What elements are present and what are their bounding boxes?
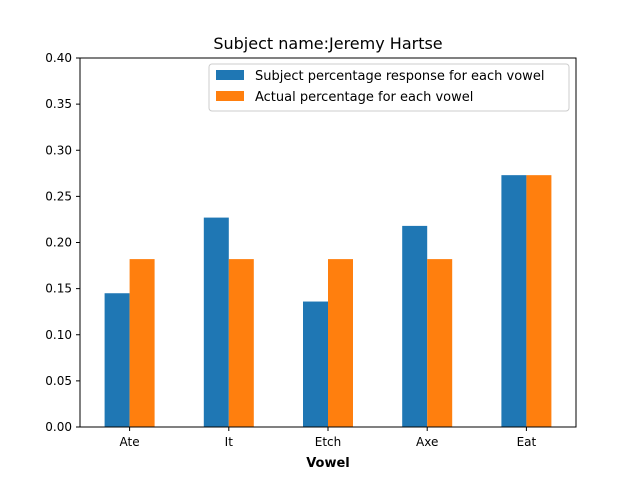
x-tick-label-eat: Eat	[517, 435, 537, 449]
bar-axe-series-1	[402, 225, 428, 427]
chart-title: Subject name:Jeremy Hartse	[213, 34, 442, 53]
legend-box	[208, 63, 570, 112]
x-axis-label: Vowel	[306, 456, 350, 471]
y-tick-label: 0.10	[45, 328, 72, 342]
y-tick-label: 0.25	[45, 189, 72, 203]
y-tick-label: 0.15	[45, 282, 72, 296]
legend-swatch-series-1	[216, 70, 244, 80]
x-tick-label-it: It	[225, 435, 234, 449]
bar-eat-series-2	[526, 175, 552, 427]
legend-label-series-1: Subject percentage response for each vow…	[255, 69, 544, 84]
bar-ate-series-2	[129, 259, 155, 427]
legend-label-series-2: Actual percentage for each vowel	[255, 90, 473, 105]
x-tick-label-etch: Etch	[315, 435, 342, 449]
bar-it-series-1	[203, 217, 229, 427]
y-tick-label: 0.05	[45, 374, 72, 388]
axes-layer: 0.00 0.05 0.10 0.15 0.20 0.25 0.30 0.35 0.40 Ate I…	[45, 51, 577, 449]
bar-eat-series-1	[501, 175, 527, 427]
legend: Subject percentage response for each vow…	[208, 63, 570, 112]
bars-layer	[104, 175, 552, 427]
y-tick-label: 0.00	[45, 420, 72, 434]
bar-etch-series-2	[328, 259, 353, 427]
y-tick-label: 0.35	[45, 97, 72, 111]
y-tick-label: 0.30	[45, 143, 72, 157]
x-tick-label-axe: Axe	[416, 435, 438, 449]
y-tick-label: 0.40	[45, 51, 72, 65]
bar-etch-series-1	[303, 301, 328, 427]
legend-swatch-series-2	[216, 91, 244, 101]
bar-ate-series-1	[104, 293, 130, 427]
bar-axe-series-2	[427, 259, 453, 427]
bar-it-series-2	[228, 259, 254, 427]
x-tick-label-ate: Ate	[120, 435, 140, 449]
y-tick-label: 0.20	[45, 236, 72, 250]
